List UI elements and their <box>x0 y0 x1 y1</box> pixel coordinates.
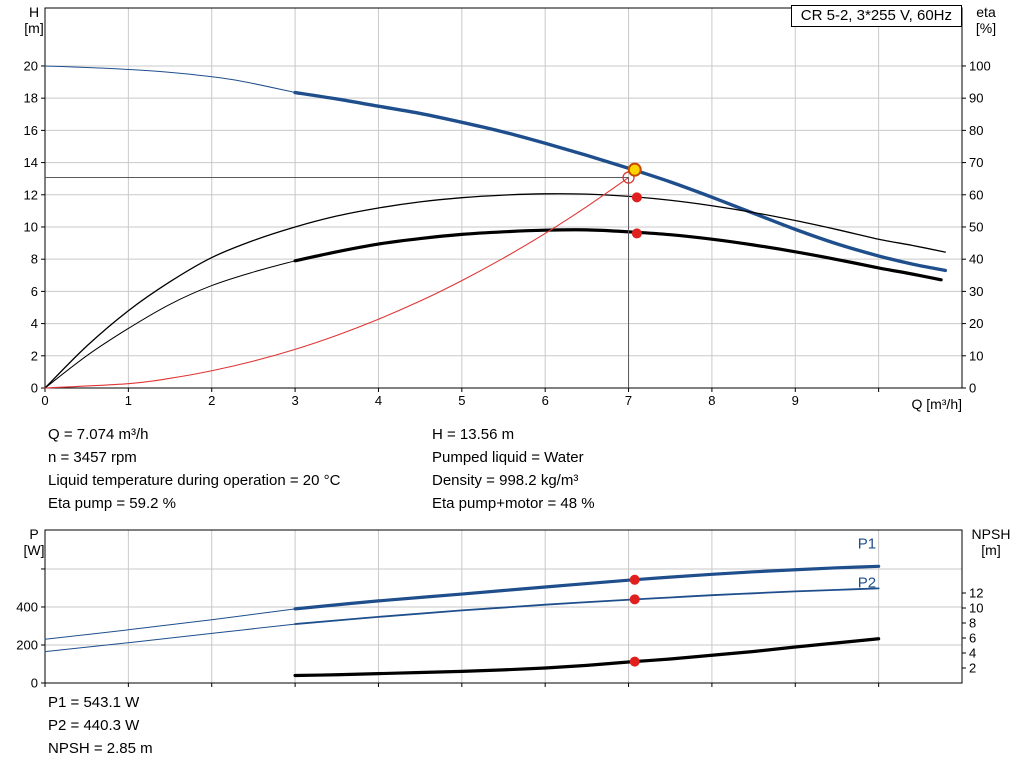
p2-point <box>629 594 640 605</box>
info-speed: n = 3457 rpm <box>48 449 137 466</box>
q-axis-title: Q [m³/h] <box>911 396 962 412</box>
p2-curve-thin <box>44 623 296 653</box>
info-pumped-liquid: Pumped liquid = Water <box>432 449 584 466</box>
eta-pump-point <box>631 192 642 203</box>
right-tick-label: 2 <box>969 661 976 676</box>
npsh-curve <box>293 637 881 678</box>
pump-curve-thin <box>44 65 296 94</box>
left-tick-label: 0 <box>31 381 38 396</box>
eta-pump-motor-point <box>631 228 642 239</box>
left-tick-label: 0 <box>31 676 38 691</box>
x-tick-label: 9 <box>792 393 799 408</box>
right-tick-label: 12 <box>969 586 983 601</box>
p-axis-title-unit: [W] <box>23 542 45 558</box>
p2-curve <box>294 587 880 625</box>
x-tick-label: 4 <box>375 393 382 408</box>
operating-data-left: Q = 7.074 m³/h n = 3457 rpm Liquid tempe… <box>48 423 340 515</box>
npsh-axis-title-unit: [m] <box>981 542 1001 558</box>
left-tick-label: 12 <box>24 187 38 202</box>
info-eta-pump-motor: Eta pump+motor = 48 % <box>432 495 595 512</box>
left-tick-label: 20 <box>24 58 38 73</box>
info-head: H = 13.56 m <box>432 426 515 443</box>
p1-point <box>629 574 640 585</box>
info-eta-pump: Eta pump = 59.2 % <box>48 495 176 512</box>
info-liquid-temperature: Liquid temperature during operation = 20… <box>48 472 341 489</box>
x-tick-label: 3 <box>291 393 298 408</box>
left-tick-label: 18 <box>24 91 38 106</box>
info-flow: Q = 7.074 m³/h <box>48 426 149 443</box>
system-curve <box>44 177 630 389</box>
right-tick-label: 80 <box>969 123 983 138</box>
right-tick-label: 40 <box>969 252 983 267</box>
right-tick-label: 60 <box>969 187 983 202</box>
npsh-point <box>629 656 640 667</box>
operating-data-right: H = 13.56 m Pumped liquid = Water Densit… <box>432 423 595 515</box>
series-label-p1: P1 <box>858 535 876 552</box>
eta-axis-title-symbol: eta <box>976 4 996 20</box>
x-tick-label: 2 <box>208 393 215 408</box>
right-tick-label: 10 <box>969 601 983 616</box>
p1-curve-thin <box>44 608 296 640</box>
right-tick-label: 20 <box>969 316 983 331</box>
left-tick-label: 200 <box>16 637 38 652</box>
series-label-p2: P2 <box>858 575 876 592</box>
right-tick-label: 10 <box>969 348 983 363</box>
info-density: Density = 998.2 kg/m³ <box>432 472 579 489</box>
left-tick-label: 400 <box>16 599 38 614</box>
right-tick-label: 30 <box>969 284 983 299</box>
right-tick-label: 8 <box>969 616 976 631</box>
eta-pump-motor-thin <box>44 260 296 389</box>
npsh-axis-title-symbol: NPSH <box>971 526 1011 542</box>
eta-axis-title-unit: [%] <box>975 20 997 36</box>
npsh-axis-title: NPSH [m] <box>962 526 1020 558</box>
result-p2: P2 = 440.3 W <box>48 717 140 734</box>
right-tick-label: 70 <box>969 155 983 170</box>
x-tick-label: 1 <box>125 393 132 408</box>
eta-axis-title: eta [%] <box>964 4 1008 36</box>
left-tick-label: 2 <box>31 348 38 363</box>
left-tick-label: 6 <box>31 284 38 299</box>
eta-pump-curve <box>44 193 946 389</box>
right-tick-label: 6 <box>969 631 976 646</box>
right-tick-label: 4 <box>969 646 976 661</box>
right-tick-label: 100 <box>969 58 991 73</box>
left-tick-label: 8 <box>31 252 38 267</box>
result-data: P1 = 543.1 W P2 = 440.3 W NPSH = 2.85 m <box>48 691 153 760</box>
left-tick-label: 10 <box>24 219 38 234</box>
p1-curve <box>293 564 881 611</box>
qh-eta-chart-plot-area <box>45 8 962 388</box>
duty-point[interactable] <box>627 162 642 177</box>
qh-eta-chart-frame <box>44 7 963 389</box>
x-tick-label: 5 <box>458 393 465 408</box>
right-tick-label: 0 <box>969 381 976 396</box>
left-tick-label: 4 <box>31 316 38 331</box>
result-npsh: NPSH = 2.85 m <box>48 740 153 757</box>
h-axis-title-symbol: H <box>28 4 40 20</box>
x-tick-label: 7 <box>625 393 632 408</box>
pump-name-box: CR 5-2, 3*255 V, 60Hz <box>790 5 962 27</box>
right-tick-label: 50 <box>969 219 983 234</box>
x-tick-label: 6 <box>542 393 549 408</box>
p-axis-title: P [W] <box>14 526 54 558</box>
x-tick-label: 8 <box>708 393 715 408</box>
left-tick-label: 16 <box>24 123 38 138</box>
h-axis-title-unit: [m] <box>24 20 44 36</box>
p-axis-title-symbol: P <box>29 526 39 542</box>
x-tick-label: 0 <box>41 393 48 408</box>
h-axis-title: H [m] <box>14 4 54 36</box>
right-tick-label: 90 <box>969 91 983 106</box>
result-p1: P1 = 543.1 W <box>48 694 140 711</box>
left-tick-label: 14 <box>24 155 38 170</box>
